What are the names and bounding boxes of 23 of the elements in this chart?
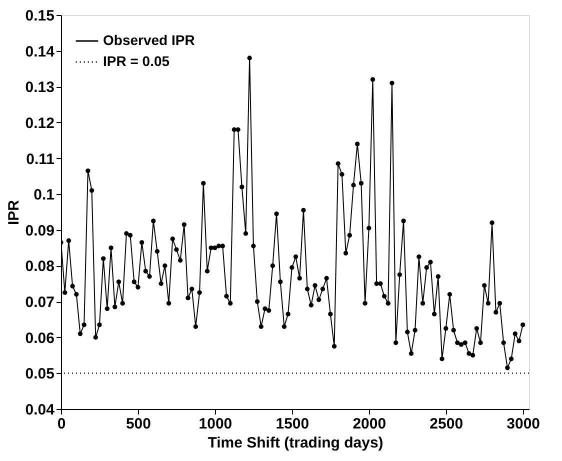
y-tick-label: 0.07 bbox=[25, 294, 54, 312]
y-tick-label: 0.1 bbox=[34, 186, 54, 204]
y-axis-title: IPR bbox=[5, 200, 22, 226]
y-tick-label: 0.05 bbox=[25, 366, 54, 383]
legend-label: IPR = 0.05 bbox=[103, 53, 170, 69]
x-tick-label: 500 bbox=[126, 416, 151, 432]
y-tick-label: 0.15 bbox=[25, 8, 54, 24]
x-tick-label: 2000 bbox=[352, 416, 386, 432]
y-tick-label: 0.09 bbox=[25, 222, 54, 240]
x-tick-label: 1500 bbox=[276, 416, 310, 432]
x-tick-label: 1000 bbox=[198, 416, 232, 432]
x-axis-title: Time Shift (trading days) bbox=[208, 434, 384, 452]
x-tick-label: 3000 bbox=[506, 416, 540, 432]
y-tick-label: 0.06 bbox=[25, 330, 54, 347]
y-tick-label: 0.13 bbox=[25, 79, 54, 96]
y-tick-label: 0.08 bbox=[25, 258, 54, 276]
legend-label: Observed IPR bbox=[103, 32, 195, 48]
y-tick-label: 0.11 bbox=[26, 150, 54, 168]
y-tick-label: 0.04 bbox=[25, 402, 56, 418]
y-tick-label: 0.12 bbox=[25, 114, 54, 132]
y-tick-label: 0.14 bbox=[25, 43, 56, 60]
x-tick-label: 0 bbox=[57, 416, 66, 432]
x-tick-label: 2500 bbox=[430, 416, 464, 432]
